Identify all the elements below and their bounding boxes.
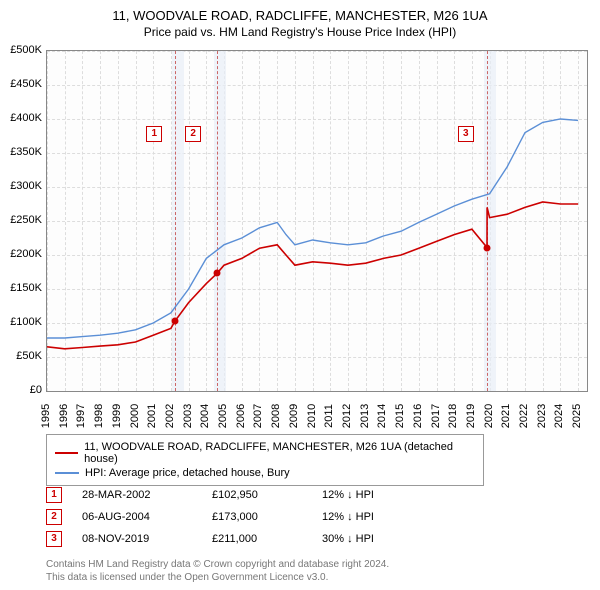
legend-label: HPI: Average price, detached house, Bury xyxy=(85,467,290,479)
event-row: 1 28-MAR-2002£102,95012% ↓ HPI xyxy=(46,484,374,506)
x-axis-label: 2009 xyxy=(288,404,300,428)
x-axis-label: 2012 xyxy=(341,404,353,428)
event-marker: 1 xyxy=(146,126,162,142)
y-axis-label: £450K xyxy=(4,78,42,90)
y-axis-label: £0 xyxy=(4,384,42,396)
x-axis-label: 2004 xyxy=(199,404,211,428)
event-delta: 12% ↓ HPI xyxy=(322,511,374,523)
plot-area: 1 2 3 xyxy=(46,50,588,392)
x-axis-label: 2007 xyxy=(252,404,264,428)
event-price: £211,000 xyxy=(212,533,322,545)
footer-line: This data is licensed under the Open Gov… xyxy=(46,571,389,584)
y-axis-label: £350K xyxy=(4,146,42,158)
legend-swatch xyxy=(55,452,78,454)
event-price: £173,000 xyxy=(212,511,322,523)
legend-label: 11, WOODVALE ROAD, RADCLIFFE, MANCHESTER… xyxy=(84,441,475,465)
x-axis-label: 2019 xyxy=(465,404,477,428)
footer-attribution: Contains HM Land Registry data © Crown c… xyxy=(46,558,389,584)
y-axis-label: £150K xyxy=(4,282,42,294)
x-axis-label: 2000 xyxy=(129,404,141,428)
x-axis-label: 2017 xyxy=(430,404,442,428)
sale-point xyxy=(172,317,179,324)
x-axis-label: 2006 xyxy=(235,404,247,428)
x-axis-label: 1995 xyxy=(40,404,52,428)
x-axis-label: 2016 xyxy=(412,404,424,428)
chart-title: 11, WOODVALE ROAD, RADCLIFFE, MANCHESTER… xyxy=(0,0,600,23)
event-marker: 2 xyxy=(185,126,201,142)
legend-swatch xyxy=(55,472,79,474)
x-axis-label: 2023 xyxy=(536,404,548,428)
x-axis-label: 2021 xyxy=(500,404,512,428)
event-date: 28-MAR-2002 xyxy=(82,489,212,501)
x-axis-label: 2005 xyxy=(217,404,229,428)
x-axis-label: 2013 xyxy=(359,404,371,428)
y-axis-label: £500K xyxy=(4,44,42,56)
x-axis-label: 2018 xyxy=(447,404,459,428)
series-line-property xyxy=(47,202,578,349)
x-axis-label: 2020 xyxy=(483,404,495,428)
y-axis-label: £50K xyxy=(4,350,42,362)
sale-point xyxy=(213,270,220,277)
series-line-hpi xyxy=(47,119,578,338)
y-axis-label: £100K xyxy=(4,316,42,328)
y-axis-label: £250K xyxy=(4,214,42,226)
x-axis-label: 2022 xyxy=(518,404,530,428)
event-row: 2 06-AUG-2004£173,00012% ↓ HPI xyxy=(46,506,374,528)
x-axis-label: 1996 xyxy=(58,404,70,428)
x-axis-label: 2024 xyxy=(553,404,565,428)
event-number: 1 xyxy=(46,487,62,503)
event-price: £102,950 xyxy=(212,489,322,501)
x-axis-label: 1997 xyxy=(75,404,87,428)
event-delta: 12% ↓ HPI xyxy=(322,489,374,501)
legend-item: HPI: Average price, detached house, Bury xyxy=(55,466,475,480)
footer-line: Contains HM Land Registry data © Crown c… xyxy=(46,558,389,571)
y-axis-label: £400K xyxy=(4,112,42,124)
event-date: 06-AUG-2004 xyxy=(82,511,212,523)
x-axis-label: 2002 xyxy=(164,404,176,428)
events-table: 1 28-MAR-2002£102,95012% ↓ HPI 2 06-AUG-200… xyxy=(46,484,374,550)
chart-container: { "title": "11, WOODVALE ROAD, RADCLIFFE… xyxy=(0,0,600,590)
y-axis-label: £300K xyxy=(4,180,42,192)
x-axis-label: 2008 xyxy=(270,404,282,428)
event-delta: 30% ↓ HPI xyxy=(322,533,374,545)
x-axis-label: 1999 xyxy=(111,404,123,428)
x-axis-label: 1998 xyxy=(93,404,105,428)
x-axis-label: 2015 xyxy=(394,404,406,428)
chart-subtitle: Price paid vs. HM Land Registry's House … xyxy=(0,23,600,39)
x-axis-label: 2011 xyxy=(323,404,335,428)
event-number: 3 xyxy=(46,531,62,547)
event-marker: 3 xyxy=(458,126,474,142)
event-number: 2 xyxy=(46,509,62,525)
x-axis-label: 2010 xyxy=(306,404,318,428)
x-axis-label: 2003 xyxy=(182,404,194,428)
x-axis-label: 2001 xyxy=(146,404,158,428)
x-axis-label: 2025 xyxy=(571,404,583,428)
legend: 11, WOODVALE ROAD, RADCLIFFE, MANCHESTER… xyxy=(46,434,484,486)
event-date: 08-NOV-2019 xyxy=(82,533,212,545)
y-axis-label: £200K xyxy=(4,248,42,260)
legend-item: 11, WOODVALE ROAD, RADCLIFFE, MANCHESTER… xyxy=(55,440,475,466)
sale-point xyxy=(483,244,490,251)
event-row: 3 08-NOV-2019£211,00030% ↓ HPI xyxy=(46,528,374,550)
x-axis-label: 2014 xyxy=(376,404,388,428)
